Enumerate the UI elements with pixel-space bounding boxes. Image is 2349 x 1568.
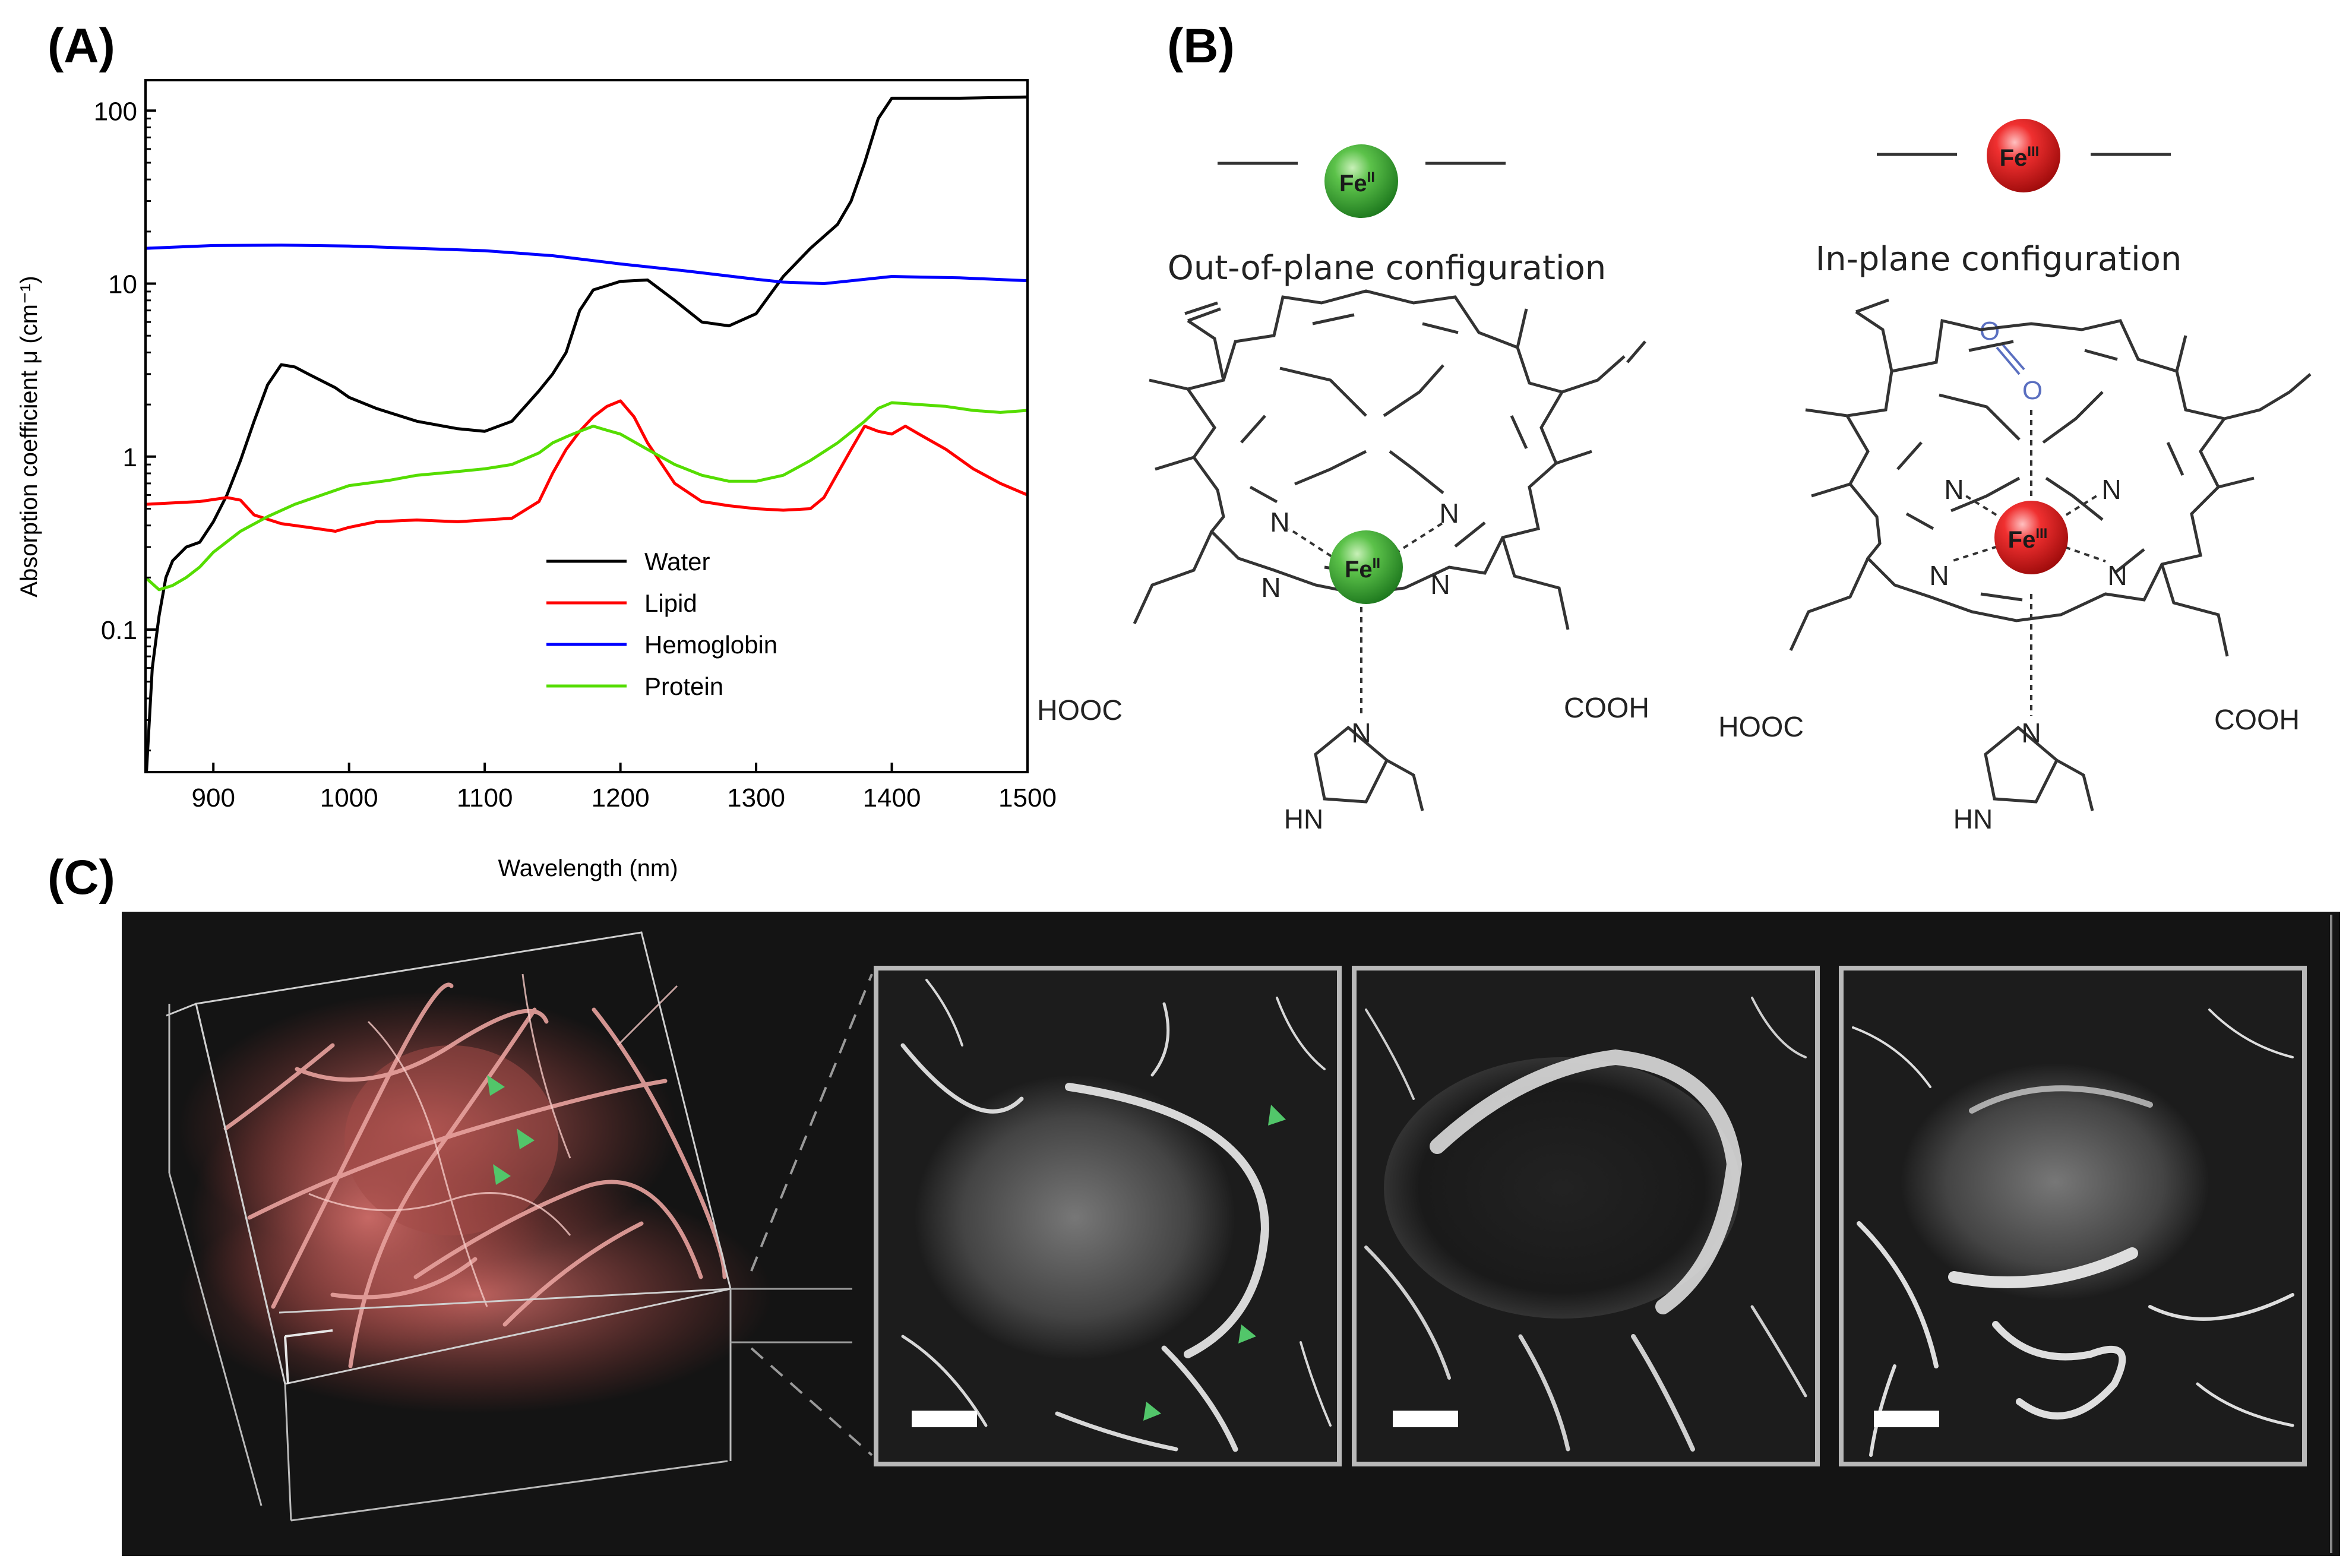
n-atom-4: N [1430,569,1450,600]
fe-ii-core-label: FeII [1345,555,1380,583]
x-axis-label: Wavelength (nm) [498,855,678,881]
fe-iii-core-label: FeIII [2008,526,2048,553]
x-tick-label: 1200 [592,783,650,813]
absorption-chart: 900 1000 1100 1200 1300 1400 1500 0.1 1 10 100 Wa… [16,79,1057,881]
n-atom-8: N [2107,560,2127,591]
legend-label-protein: Protein [644,672,723,700]
panel-label-a: (A) [48,19,115,73]
panel-label-c: (C) [48,851,115,905]
legend-label-hemoglobin: Hemoglobin [644,631,777,659]
fe-ii-sphere-label: FeII [1339,169,1375,197]
legend-label-lipid: Lipid [644,589,697,617]
pa-image-inset-1 [874,966,1342,1466]
heme-structure-out-of-plane: FeII Out-of-plane configuration [1037,144,1649,834]
pa-image-inset-3 [1839,966,2307,1466]
panel-label-b: (B) [1167,19,1235,73]
porphyrin-ring-right [1789,298,2312,811]
hooc-group-right: HOOC [1718,712,1804,743]
his-hn-group: HN [1284,804,1323,834]
n-atom-2: N [1439,498,1459,529]
chart-series-layer [146,95,1028,772]
o2-atom-2: O [2022,376,2043,405]
x-axis: 900 1000 1100 1200 1300 1400 1500 [192,763,1057,813]
photoacoustic-image-panel [122,912,2340,1556]
x-tick-label: 900 [192,783,235,813]
dioxygen-ligand: O O [1980,317,2043,511]
y-axis: 0.1 1 10 100 [94,97,156,752]
series-line-protein [146,401,1028,592]
x-tick-label: 1100 [457,783,513,813]
out-of-plane-caption: Out-of-plane configuration [1168,249,1607,287]
x-tick-label: 1000 [320,783,378,813]
fe-ii-core-icon [1329,530,1403,604]
x-tick-label: 1400 [863,783,921,813]
fe-iii-sphere-icon [1987,119,2060,192]
y-tick-label: 100 [94,97,137,126]
in-plane-caption: In-plane configuration [1816,240,2182,279]
n-atom-6: N [2101,474,2121,505]
fe-iii-sphere-label: FeIII [2000,144,2040,171]
legend: Water Lipid Hemoglobin Protein [546,548,777,700]
series-line-lipid [146,399,1028,533]
legend-label-water: Water [644,548,710,576]
porphyrin-ring-left [1133,289,1646,811]
x-tick-label: 1300 [727,783,785,813]
y-axis-label: Absorption coefficient μ (cm⁻¹) [16,276,42,597]
fe-iii-core-icon [1994,501,2068,574]
series-line-water [146,95,1028,772]
x-tick-label: 1500 [998,783,1057,813]
y-tick-label: 0.1 [101,616,137,645]
cooh-group-left: COOH [1564,693,1649,724]
y-tick-label: 10 [108,270,137,299]
pa-image-inset-2 [1352,966,1820,1466]
his-n-atom-2: N [2021,717,2041,748]
heme-structure-in-plane: FeIII In-plane configuration O O [1718,119,2312,834]
n-atom-1: N [1270,507,1289,538]
3d-vascular-volume [166,931,772,1522]
plot-frame [144,79,1029,773]
his-hn-group-2: HN [1953,804,1993,834]
n-atom-3: N [1261,572,1281,603]
o2-atom-1: O [1980,317,2000,346]
hooc-group-left: HOOC [1037,695,1123,726]
y-tick-label: 1 [123,443,137,472]
series-line-hemoglobin [146,244,1028,285]
his-n-atom: N [1351,717,1371,748]
n-atom-5: N [1944,474,1964,505]
n-atom-7: N [1929,560,1949,591]
fe-ii-sphere-icon [1324,144,1398,218]
cooh-group-right: COOH [2214,704,2300,736]
